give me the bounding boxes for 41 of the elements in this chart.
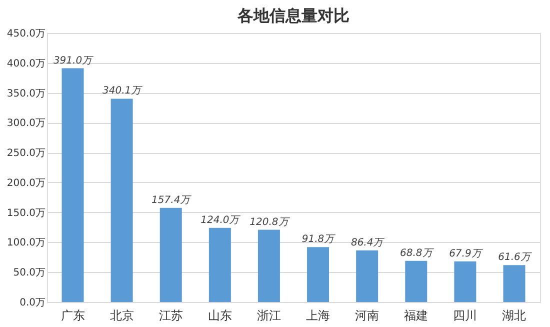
y-tick-label: 200.0万 [6,178,46,189]
data-label: 391.0万 [53,55,94,66]
x-tick-label: 江苏 [158,308,183,322]
data-label: 61.6万 [498,252,532,264]
data-label: 340.1万 [102,86,144,97]
data-label: 86.4万 [350,237,386,248]
x-tick-label: 浙江 [256,308,281,322]
data-label: 68.8万 [400,248,434,259]
bar [503,265,526,302]
x-tick-label: 广东 [60,308,85,322]
data-label: 157.4万 [152,194,192,206]
bar [110,98,133,302]
x-tick-label: 湖北 [502,308,526,322]
bar [356,250,378,302]
data-label: 120.8万 [250,216,290,228]
bar [62,68,84,302]
x-tick-label: 河南 [355,308,380,322]
y-tick-label: 250.0万 [6,148,46,160]
y-tick-label: 50.0万 [13,268,46,279]
bar [454,261,476,302]
x-tick-label: 上海 [306,308,330,322]
data-label: 91.8万 [302,234,336,246]
bar [307,247,330,302]
y-tick-label: 300.0万 [6,118,46,130]
y-tick-label: 450.0万 [6,28,46,40]
y-tick-label: 350.0万 [6,88,46,100]
x-tick-label: 福建 [404,308,428,322]
x-tick-label: 四川 [453,308,478,322]
chart-title: 各地信息量对比 [236,6,350,25]
y-tick-label: 0.0万 [20,298,46,308]
bar [208,228,231,302]
y-tick-label: 150.0万 [6,208,46,219]
x-tick-label: 北京 [110,308,134,322]
x-tick-label: 山东 [208,308,232,322]
bar [258,230,280,302]
bar [160,208,182,302]
bar [405,260,428,302]
data-label: 67.9万 [449,248,484,260]
y-tick-label: 400.0万 [6,58,46,70]
data-label: 124.0万 [200,214,242,226]
y-tick-label: 100.0万 [6,238,46,249]
